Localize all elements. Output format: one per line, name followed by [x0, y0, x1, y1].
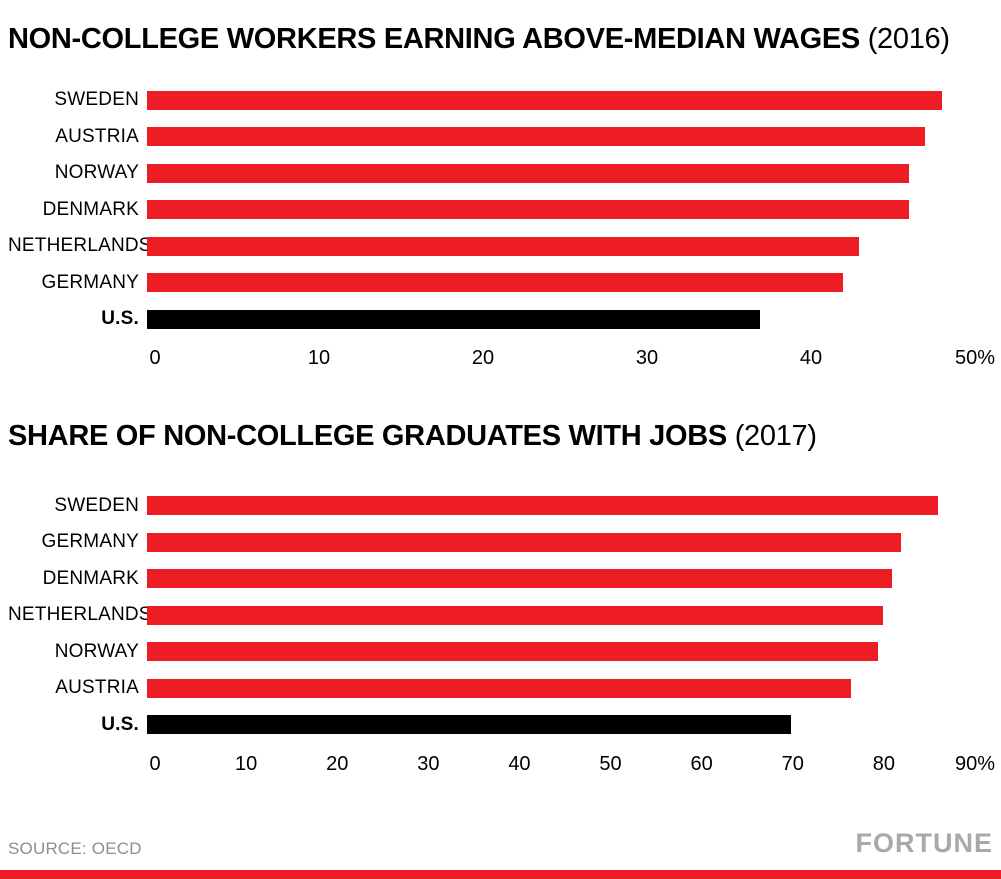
category-label: AUSTRIA	[55, 677, 139, 699]
chart-title-text: SHARE OF NON-COLLEGE GRADUATES WITH JOBS	[8, 420, 727, 453]
bar-plot-jobs: SWEDEN GERMANY DENMARK NETHERLANDS NORWAY AUS…	[8, 487, 995, 779]
x-tick-label: 20	[326, 752, 349, 775]
category-label: GERMANY	[41, 271, 139, 293]
bar-row: GERMANY	[8, 524, 975, 561]
x-tick-label: 20	[471, 347, 495, 370]
bar	[147, 642, 879, 662]
category-label: NETHERLANDS	[8, 604, 152, 626]
bar-track	[147, 532, 975, 552]
bar-track	[147, 236, 975, 256]
category-label: U.S.	[101, 308, 139, 330]
bar	[147, 163, 909, 183]
bar-rows: SWEDEN GERMANY DENMARK NETHERLANDS NORWAY AUS…	[8, 487, 975, 743]
bar	[147, 90, 942, 110]
bar-track	[147, 309, 975, 329]
bar-track	[147, 163, 975, 183]
bar-row: U.S.	[8, 301, 975, 338]
x-tick-label: 50	[599, 752, 622, 775]
bar-track	[147, 496, 975, 516]
chart-above-median-wages: NON-COLLEGE WORKERS EARNING ABOVE-MEDIAN…	[0, 23, 1001, 374]
x-tick-label: 0	[149, 347, 161, 370]
bar-row: NORWAY	[8, 155, 975, 192]
bar-track	[147, 642, 975, 662]
x-tick-label: 60	[690, 752, 713, 775]
x-axis: 0 10 20 30 40 50 60 70 80 90%	[149, 752, 995, 779]
bar	[147, 605, 883, 625]
bar-row: SWEDEN	[8, 82, 975, 119]
bar	[147, 532, 902, 552]
x-tick-label: 30	[417, 752, 440, 775]
x-tick-label: 10	[307, 347, 331, 370]
x-axis: 0 10 20 30 40 50%	[149, 347, 995, 373]
x-tick-label: 90%	[954, 752, 996, 775]
bar	[147, 273, 843, 293]
chart-title: SHARE OF NON-COLLEGE GRADUATES WITH JOBS…	[8, 420, 975, 453]
chart-title: NON-COLLEGE WORKERS EARNING ABOVE-MEDIAN…	[8, 23, 975, 56]
x-tick-label: 70	[781, 752, 804, 775]
bar-rows: SWEDEN AUSTRIA NORWAY DENMARK NETHERLANDS GER…	[8, 82, 975, 338]
bar	[147, 678, 851, 698]
footer: SOURCE: OECD FORTUNE	[8, 828, 993, 859]
category-label: DENMARK	[42, 567, 139, 589]
category-label: NORWAY	[54, 640, 139, 662]
category-label: NORWAY	[54, 162, 139, 184]
bar-track	[147, 715, 975, 735]
bar-track	[147, 90, 975, 110]
bar-track	[147, 200, 975, 220]
bar	[147, 236, 860, 256]
category-label: SWEDEN	[54, 89, 139, 111]
bar-track	[147, 569, 975, 589]
chart-graduates-with-jobs: SHARE OF NON-COLLEGE GRADUATES WITH JOBS…	[0, 420, 1001, 779]
bar-track	[147, 605, 975, 625]
x-tick-label: 40	[799, 347, 823, 370]
bar-track	[147, 127, 975, 147]
bar-plot-wages: SWEDEN AUSTRIA NORWAY DENMARK NETHERLANDS GER…	[8, 82, 995, 374]
category-label: SWEDEN	[54, 494, 139, 516]
chart-title-year: (2016)	[867, 23, 950, 55]
category-label: AUSTRIA	[55, 125, 139, 147]
bar-row: DENMARK	[8, 191, 975, 228]
bottom-red-stripe	[0, 870, 1001, 879]
x-tick-label: 10	[234, 752, 258, 775]
category-label: GERMANY	[41, 531, 139, 553]
bar-track	[147, 273, 975, 293]
x-tick-label: 50%	[954, 347, 996, 370]
bar-row: U.S.	[8, 706, 975, 743]
bar-row: NETHERLANDS	[8, 228, 975, 265]
chart-title-year: (2017)	[734, 420, 817, 453]
fortune-logo: FORTUNE	[855, 828, 993, 858]
bar	[147, 127, 926, 147]
x-tick-label: 40	[508, 752, 531, 775]
category-label: DENMARK	[42, 198, 139, 220]
bar-row: NORWAY	[8, 633, 975, 670]
x-tick-label: 30	[635, 347, 659, 370]
bar-row: SWEDEN	[8, 487, 975, 524]
bar	[147, 496, 939, 516]
bar-highlight	[147, 715, 791, 735]
x-tick-label: 0	[149, 752, 161, 775]
chart-title-text: NON-COLLEGE WORKERS EARNING ABOVE-MEDIAN…	[8, 23, 860, 55]
bar-row: AUSTRIA	[8, 118, 975, 155]
bar-highlight	[147, 309, 760, 329]
bar-row: NETHERLANDS	[8, 597, 975, 634]
category-label: NETHERLANDS	[8, 235, 152, 257]
source-label: SOURCE: OECD	[8, 839, 142, 858]
category-label: U.S.	[101, 713, 139, 735]
bar-track	[147, 678, 975, 698]
x-tick-label: 80	[872, 752, 895, 775]
bar	[147, 200, 909, 220]
bar-row: GERMANY	[8, 264, 975, 301]
bar	[147, 569, 893, 589]
bar-row: AUSTRIA	[8, 670, 975, 707]
bar-row: DENMARK	[8, 560, 975, 597]
